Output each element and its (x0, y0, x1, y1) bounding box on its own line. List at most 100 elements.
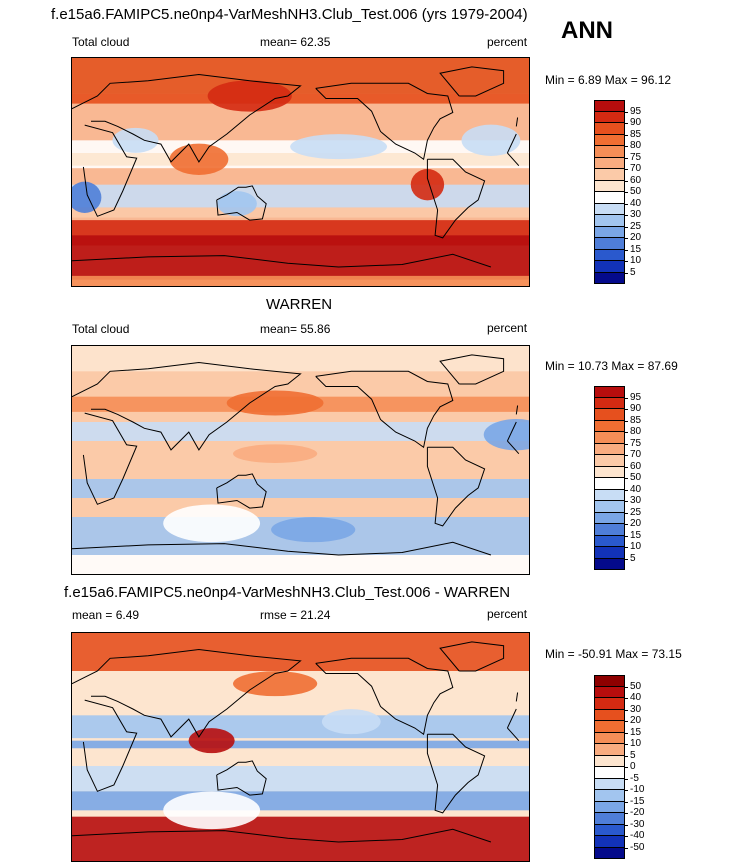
colorbar-label: -5 (630, 772, 639, 784)
coastline (506, 708, 517, 729)
colorbar-tick (625, 813, 628, 814)
colorbar-tick (625, 489, 628, 491)
colorbar-swatch (594, 226, 625, 238)
map-field-band (72, 555, 529, 574)
coastline (315, 370, 454, 449)
colorbar-swatch (594, 443, 625, 455)
panel2-units-label: percent (487, 321, 528, 335)
colorbar-swatch (594, 767, 625, 779)
colorbar-tick (625, 524, 628, 525)
panel3-units-label: percent (487, 607, 528, 621)
coastline (507, 440, 520, 455)
colorbar-swatch (594, 409, 625, 421)
colorbar-label: 5 (630, 266, 636, 278)
coastline (507, 152, 520, 167)
panel3-map (71, 632, 530, 862)
panel3-rmse-label: rmse = 21.24 (260, 608, 331, 622)
map-field-patch (163, 504, 261, 543)
colorbar-label: 80 (630, 426, 642, 437)
coastline (82, 124, 138, 217)
colorbar-swatch (594, 455, 625, 467)
colorbar-tick (625, 238, 628, 239)
colorbar-label: 15 (630, 243, 642, 255)
coastline (72, 253, 492, 268)
colorbar-swatch (594, 203, 625, 215)
colorbar-swatch (594, 813, 625, 825)
colorbar-label: 0 (630, 761, 636, 772)
colorbar-tick (625, 767, 628, 768)
colorbar-label: 40 (630, 483, 642, 495)
colorbar-label: -50 (630, 841, 645, 853)
map-field-band (72, 715, 529, 739)
colorbar-label: 70 (630, 163, 642, 174)
map-field-band (72, 346, 529, 372)
colorbar-label: -15 (630, 795, 645, 807)
colorbar-label: 70 (630, 449, 642, 460)
map-field-band (72, 791, 529, 811)
colorbar-tick (625, 249, 628, 251)
map-field-band (72, 58, 529, 94)
colorbar-tick (625, 455, 628, 456)
colorbar-label: -10 (630, 784, 645, 795)
coastline (439, 641, 505, 672)
colorbar-label: 20 (630, 232, 642, 243)
map-field-patch (461, 124, 521, 156)
colorbar-swatch (594, 512, 625, 524)
season-label: ANN (561, 17, 613, 44)
map-field-band (72, 207, 529, 218)
colorbar-swatch (594, 836, 625, 848)
coastline (216, 185, 267, 221)
colorbar-swatch (594, 778, 625, 790)
colorbar-tick (625, 755, 628, 757)
coastline (72, 541, 492, 556)
panel1-colorbar: 95 90 85 80 75 70 60 50 40 30 25 20 15 10 5 (594, 100, 654, 284)
colorbar-swatch (594, 180, 625, 192)
colorbar-swatch (594, 755, 625, 767)
colorbar-tick (625, 443, 628, 445)
colorbar-label: 40 (630, 692, 642, 703)
map-field-patch (72, 181, 102, 213)
colorbar-label: 90 (630, 117, 642, 128)
colorbar-swatch (594, 169, 625, 181)
map-field-patch (290, 134, 388, 160)
panel2-variable-label: Total cloud (72, 322, 130, 336)
map-field-band (72, 766, 529, 792)
colorbar-swatch (594, 432, 625, 444)
colorbar-label: 20 (630, 715, 642, 726)
colorbar-swatch (594, 100, 625, 112)
colorbar-label: 10 (630, 541, 642, 552)
colorbar-tick (625, 558, 628, 560)
coastline (507, 727, 520, 742)
colorbar-tick (625, 134, 628, 136)
colorbar-swatch (594, 709, 625, 721)
colorbar-swatch (594, 801, 625, 813)
panel1-variable-label: Total cloud (72, 35, 130, 49)
colorbar-swatch (594, 272, 625, 284)
map-field-patch (483, 419, 529, 451)
map-field-patch (207, 80, 292, 112)
colorbar-label: 50 (630, 186, 642, 197)
coastline (426, 446, 486, 527)
colorbar-label: 20 (630, 518, 642, 529)
colorbar-swatch (594, 466, 625, 478)
colorbar-tick (625, 180, 628, 182)
map-field-patch (217, 191, 257, 217)
map-field-patch (163, 791, 261, 830)
colorbar-label: 95 (630, 105, 642, 117)
coastline (506, 133, 517, 154)
panel1-map (71, 57, 530, 287)
map-field-band (72, 153, 529, 166)
colorbar-swatch (594, 535, 625, 547)
coastline (72, 361, 302, 451)
map-field-band (72, 422, 529, 441)
coastline (506, 421, 517, 442)
colorbar-swatch (594, 824, 625, 836)
colorbar-tick (625, 686, 628, 688)
colorbar-swatch (594, 744, 625, 756)
colorbar-label: 85 (630, 128, 642, 140)
map-field-patch (112, 127, 159, 153)
map-field-patch (233, 444, 318, 463)
colorbar-tick (625, 111, 628, 113)
coastline (82, 699, 138, 792)
colorbar-swatch (594, 675, 625, 687)
